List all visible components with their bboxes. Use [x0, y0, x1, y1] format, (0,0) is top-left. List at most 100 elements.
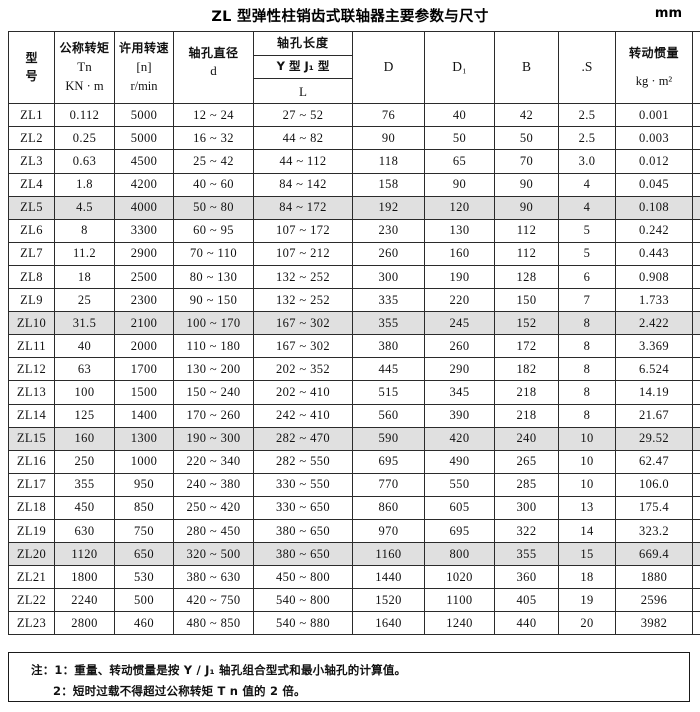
cell-speed: 850 — [114, 495, 174, 520]
cell-inertia: 0.045 — [615, 172, 693, 197]
table-row: ZL23 2800 460 480 ~ 850 540 ~ 880 1640 1240 440… — [8, 611, 700, 636]
cell-D1: 605 — [424, 495, 495, 520]
cell-bore-diameter: 240 ~ 380 — [173, 472, 254, 497]
cell-D1: 345 — [424, 380, 495, 405]
cell-model: ZL20 — [8, 542, 55, 567]
cell-D: 335 — [352, 288, 425, 313]
cell-bore-length: 380 ~ 650 — [253, 518, 353, 544]
cell-inertia: 62.47 — [615, 449, 693, 474]
col-header-torque-symbol: Tn — [77, 58, 92, 74]
table-row: ZL3 0.63 4500 25 ~ 42 44 ~ 112 118 65 70 3.0 0.01… — [8, 149, 700, 174]
cell-bore-diameter: 380 ~ 630 — [173, 565, 254, 590]
cell-inertia: 14.19 — [615, 380, 693, 405]
cell-B: 42 — [494, 103, 559, 128]
cell-bore-diameter: 25 ~ 42 — [173, 149, 254, 174]
col-header-bore-length-cn: 轴孔长度 — [276, 36, 329, 50]
cell-bore-length: 330 ~ 650 — [253, 495, 353, 520]
cell-S: 2.5 — [558, 126, 616, 151]
cell-B: 355 — [494, 542, 559, 567]
cell-model: ZL16 — [8, 449, 55, 474]
cell-weight: 203.1 — [692, 334, 700, 359]
cell-inertia: 175.4 — [615, 495, 693, 520]
cell-S: 8 — [558, 357, 616, 382]
cell-speed: 750 — [114, 518, 174, 544]
cell-bore-length: 167 ~ 302 — [253, 311, 353, 336]
cell-S: 5 — [558, 218, 616, 243]
cell-bore-length: 84 ~ 142 — [253, 172, 353, 197]
cell-S: 4 — [558, 172, 616, 197]
col-header-inertia: 转动惯量 kg · m² — [615, 30, 693, 105]
cell-torque: 0.63 — [54, 149, 115, 174]
cell-bore-length: 202 ~ 410 — [253, 380, 353, 405]
cell-bore-length: 540 ~ 880 — [253, 611, 353, 636]
cell-D: 260 — [352, 241, 425, 266]
cell-torque: 25 — [54, 288, 115, 313]
cell-B: 322 — [494, 518, 559, 544]
col-header-S: .S — [558, 30, 616, 105]
cell-torque: 125 — [54, 403, 115, 428]
cell-bore-diameter: 150 ~ 240 — [173, 380, 254, 405]
cell-S: 8 — [558, 334, 616, 359]
table-row: ZL14 125 1400 170 ~ 260 242 ~ 410 560 390 218 8 2… — [8, 403, 700, 428]
table-row: ZL21 1800 530 380 ~ 630 450 ~ 800 1440 1020 360… — [8, 565, 700, 590]
cell-bore-length: 132 ~ 252 — [253, 288, 353, 313]
table-row: ZL13 100 1500 150 ~ 240 202 ~ 410 515 345 218 8 1… — [8, 380, 700, 405]
cell-bore-diameter: 50 ~ 80 — [173, 195, 254, 220]
cell-D1: 290 — [424, 357, 495, 382]
cell-torque: 8 — [54, 218, 115, 243]
cell-D: 770 — [352, 472, 425, 497]
col-header-speed-cn: 许用转速 — [118, 41, 169, 56]
cell-S: 14 — [558, 518, 616, 544]
cell-model: ZL22 — [8, 588, 55, 613]
cell-inertia: 2596 — [615, 588, 693, 613]
cell-weight: 27.02 — [692, 195, 700, 220]
cell-S: 8 — [558, 311, 616, 336]
cell-bore-diameter: 12 ~ 24 — [173, 103, 254, 128]
cell-bore-length: 330 ~ 550 — [253, 472, 353, 497]
cell-model: ZL12 — [8, 357, 55, 382]
cell-S: 20 — [558, 611, 616, 636]
cell-bore-diameter: 320 ~ 500 — [173, 542, 254, 567]
cell-torque: 100 — [54, 380, 115, 405]
cell-S: 19 — [558, 588, 616, 613]
cell-bore-length: 27 ~ 52 — [253, 103, 353, 128]
cell-inertia: 2.422 — [615, 311, 693, 336]
cell-D1: 260 — [424, 334, 495, 359]
cell-bore-diameter: 16 ~ 32 — [173, 126, 254, 151]
cell-torque: 450 — [54, 495, 115, 520]
cell-speed: 1700 — [114, 357, 174, 382]
cell-weight: 12095 — [692, 611, 700, 636]
cell-weight: 169.3 — [692, 311, 700, 336]
cell-S: 10 — [558, 449, 616, 474]
cell-B: 440 — [494, 611, 559, 636]
cell-weight: 4715 — [692, 542, 700, 567]
cell-model: ZL9 — [8, 288, 55, 313]
cell-D1: 220 — [424, 288, 495, 313]
cell-torque: 2800 — [54, 611, 115, 636]
col-header-bore-length-symbol: L — [299, 83, 307, 99]
cell-inertia: 106.0 — [615, 472, 693, 497]
cell-bore-length: 107 ~ 172 — [253, 218, 353, 243]
cell-speed: 2300 — [114, 288, 174, 313]
cell-D1: 490 — [424, 449, 495, 474]
cell-speed: 460 — [114, 611, 174, 636]
cell-bore-diameter: 480 ~ 850 — [173, 611, 254, 636]
cell-speed: 1000 — [114, 449, 174, 474]
cell-inertia: 3.369 — [615, 334, 693, 359]
cell-inertia: 0.012 — [615, 149, 693, 174]
cell-inertia: 669.4 — [615, 542, 693, 567]
cell-torque: 630 — [54, 518, 115, 544]
cell-inertia: 0.003 — [615, 126, 693, 151]
col-header-inertia-cn: 转动惯量 — [628, 46, 679, 61]
cell-weight: 40.89 — [692, 218, 700, 243]
cell-bore-length: 242 ~ 410 — [253, 403, 353, 428]
cell-inertia: 1880 — [615, 565, 693, 590]
cell-torque: 1.8 — [54, 172, 115, 197]
table-row: ZL20 1120 650 320 ~ 500 380 ~ 650 1160 800 355 1… — [8, 542, 700, 567]
cell-bore-diameter: 280 ~ 450 — [173, 518, 254, 544]
cell-model: ZL15 — [8, 426, 55, 451]
cell-model: ZL18 — [8, 495, 55, 520]
cell-speed: 4200 — [114, 172, 174, 197]
